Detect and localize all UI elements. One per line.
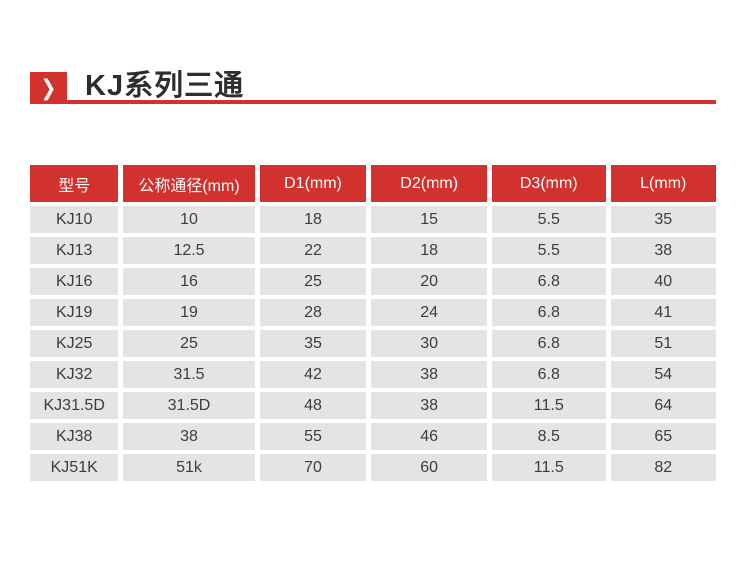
table-cell: 54 (610, 361, 716, 388)
table-cell: 24 (371, 299, 487, 326)
table-cell: 40 (610, 268, 716, 295)
table-cell: 31.5 (123, 361, 255, 388)
table-cell: 5.5 (491, 206, 606, 233)
table-cell: 20 (371, 268, 487, 295)
table-cell: KJ31.5D (30, 392, 119, 419)
table-cell: 5.5 (491, 237, 606, 264)
table-cell: 18 (259, 206, 367, 233)
table-cell: 42 (259, 361, 367, 388)
table-cell: 82 (610, 454, 716, 481)
table-cell: KJ10 (30, 206, 119, 233)
spec-table: 型号 公称通径(mm) D1(mm) D2(mm) D3(mm) L(mm) KJ10 10… (25, 161, 721, 485)
table-cell: KJ32 (30, 361, 119, 388)
table-cell: KJ13 (30, 237, 119, 264)
section-header: ❯ KJ系列三通 (30, 70, 716, 106)
chevron-right-icon: ❯ (40, 75, 57, 101)
table-row: KJ10 10 18 15 5.5 35 (30, 206, 716, 233)
table-cell: 11.5 (491, 454, 606, 481)
table-cell: 35 (259, 330, 367, 357)
table-cell: 19 (123, 299, 255, 326)
table-cell: 18 (371, 237, 487, 264)
column-header: 公称通径(mm) (123, 165, 255, 202)
table-cell: 15 (371, 206, 487, 233)
table-cell: 6.8 (491, 299, 606, 326)
title-bullet: ❯ (30, 72, 67, 104)
table-cell: 6.8 (491, 361, 606, 388)
table-body: KJ10 10 18 15 5.5 35 KJ13 12.5 22 18 5.5 38 KJ16 16 25… (30, 206, 716, 481)
table-cell: 60 (371, 454, 487, 481)
table-cell: 25 (259, 268, 367, 295)
page-title: KJ系列三通 (85, 70, 245, 102)
table-cell: 31.5D (123, 392, 255, 419)
table-cell: 48 (259, 392, 367, 419)
table-cell: 22 (259, 237, 367, 264)
table-row: KJ51K 51k 70 60 11.5 82 (30, 454, 716, 481)
table-cell: KJ16 (30, 268, 119, 295)
table-cell: KJ38 (30, 423, 119, 450)
table-cell: KJ25 (30, 330, 119, 357)
column-header: 型号 (30, 165, 119, 202)
column-header: D3(mm) (491, 165, 606, 202)
table-row: KJ38 38 55 46 8.5 65 (30, 423, 716, 450)
table-cell: KJ19 (30, 299, 119, 326)
table-row: KJ32 31.5 42 38 6.8 54 (30, 361, 716, 388)
table-cell: KJ51K (30, 454, 119, 481)
column-header: D2(mm) (371, 165, 487, 202)
table-cell: 38 (123, 423, 255, 450)
title-underline (30, 100, 716, 104)
table-cell: 8.5 (491, 423, 606, 450)
table-header-row: 型号 公称通径(mm) D1(mm) D2(mm) D3(mm) L(mm) (30, 165, 716, 202)
table-cell: 51 (610, 330, 716, 357)
column-header: D1(mm) (259, 165, 367, 202)
table-cell: 38 (610, 237, 716, 264)
table-cell: 65 (610, 423, 716, 450)
table-cell: 12.5 (123, 237, 255, 264)
table-cell: 55 (259, 423, 367, 450)
table-cell: 38 (371, 361, 487, 388)
table-cell: 38 (371, 392, 487, 419)
table-cell: 30 (371, 330, 487, 357)
table-cell: 6.8 (491, 330, 606, 357)
table-cell: 64 (610, 392, 716, 419)
table-row: KJ19 19 28 24 6.8 41 (30, 299, 716, 326)
table-row: KJ31.5D 31.5D 48 38 11.5 64 (30, 392, 716, 419)
table-cell: 51k (123, 454, 255, 481)
column-header: L(mm) (610, 165, 716, 202)
table-row: KJ13 12.5 22 18 5.5 38 (30, 237, 716, 264)
table-cell: 10 (123, 206, 255, 233)
table-cell: 16 (123, 268, 255, 295)
table-cell: 25 (123, 330, 255, 357)
table-cell: 46 (371, 423, 487, 450)
table-cell: 6.8 (491, 268, 606, 295)
table-cell: 41 (610, 299, 716, 326)
table-row: KJ25 25 35 30 6.8 51 (30, 330, 716, 357)
table-cell: 70 (259, 454, 367, 481)
table-row: KJ16 16 25 20 6.8 40 (30, 268, 716, 295)
table-cell: 11.5 (491, 392, 606, 419)
table-cell: 35 (610, 206, 716, 233)
table-cell: 28 (259, 299, 367, 326)
